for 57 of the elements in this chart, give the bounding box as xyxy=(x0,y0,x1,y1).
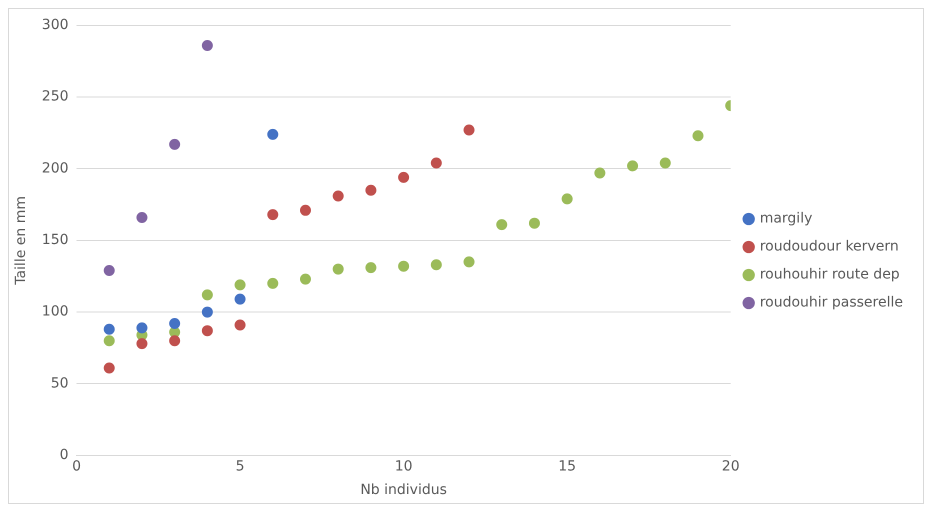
y-tick-label: 100 xyxy=(42,304,69,320)
point xyxy=(169,138,180,150)
point xyxy=(528,218,540,229)
point xyxy=(464,256,475,268)
point xyxy=(202,306,213,318)
point xyxy=(332,190,344,202)
x-axis-title: Nb individus xyxy=(360,482,447,498)
point xyxy=(136,338,148,350)
y-axis-title: Taille en mm xyxy=(13,196,30,286)
x-tick-label: 5 xyxy=(236,458,245,474)
x-tick-label: 0 xyxy=(72,458,81,474)
point xyxy=(267,278,278,289)
point xyxy=(300,204,311,216)
x-tick-label: 20 xyxy=(722,458,740,474)
point xyxy=(136,212,148,223)
point xyxy=(398,260,410,272)
point xyxy=(136,322,148,334)
point xyxy=(430,158,442,168)
y-tick-label: 50 xyxy=(50,375,69,392)
point xyxy=(234,279,246,290)
legend-label: margily xyxy=(760,210,812,227)
point xyxy=(104,362,115,374)
y-tick-label: 200 xyxy=(42,160,69,176)
point xyxy=(169,335,180,346)
point xyxy=(169,318,180,330)
point xyxy=(202,40,213,51)
y-tick-label: 300 xyxy=(42,17,69,34)
point xyxy=(398,172,410,183)
y-tick-label: 150 xyxy=(42,232,69,248)
point xyxy=(300,274,311,285)
legend-label: roudouhir passerelle xyxy=(760,294,904,311)
point xyxy=(365,184,376,196)
point xyxy=(267,128,278,140)
x-tick-label: 10 xyxy=(394,458,413,474)
point xyxy=(562,193,573,204)
point xyxy=(202,289,213,300)
point xyxy=(692,130,704,142)
point xyxy=(234,319,246,330)
y-tick-label: 0 xyxy=(60,447,69,464)
legend-label: roudoudour kervern xyxy=(760,238,899,255)
point xyxy=(104,265,115,276)
point xyxy=(332,264,344,275)
point xyxy=(234,294,246,305)
point xyxy=(430,259,442,270)
point xyxy=(104,335,115,346)
point xyxy=(660,158,671,168)
point xyxy=(594,168,606,179)
point xyxy=(365,262,376,274)
point xyxy=(267,209,278,220)
point xyxy=(202,325,213,336)
legend-label: rouhouhir route dep xyxy=(760,266,900,283)
point xyxy=(496,219,508,230)
point xyxy=(627,160,638,172)
x-tick-label: 15 xyxy=(558,458,576,474)
point xyxy=(104,324,115,335)
point xyxy=(464,124,475,136)
y-tick-label: 250 xyxy=(42,88,69,105)
